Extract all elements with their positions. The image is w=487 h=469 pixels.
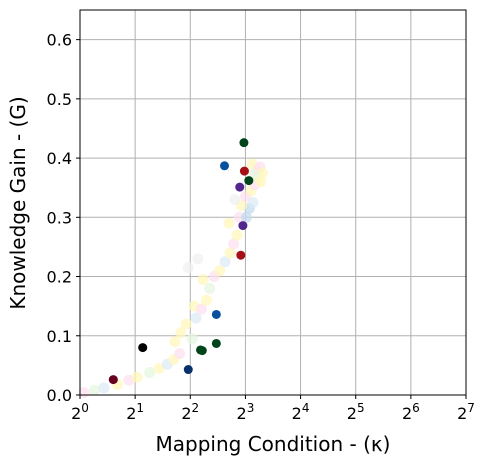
y-axis-label: Knowledge Gain - (G) bbox=[6, 96, 30, 309]
background-point bbox=[144, 366, 156, 378]
x-tick-base: 2 bbox=[237, 404, 247, 423]
background-point bbox=[255, 176, 267, 188]
y-tick-label: 0.5 bbox=[47, 90, 72, 109]
background-point bbox=[219, 256, 231, 268]
data-point bbox=[197, 346, 207, 356]
y-tick-label: 0.4 bbox=[47, 149, 72, 168]
x-tick-label: 20 bbox=[71, 401, 89, 423]
x-tick-base: 2 bbox=[71, 404, 81, 423]
data-points bbox=[108, 138, 254, 385]
x-tick-base: 2 bbox=[292, 404, 302, 423]
x-tick-label: 22 bbox=[181, 401, 199, 423]
data-point bbox=[220, 161, 230, 171]
background-point bbox=[98, 382, 110, 394]
x-tick-label: 23 bbox=[237, 401, 255, 423]
data-point bbox=[211, 309, 221, 319]
background-point bbox=[240, 211, 252, 223]
y-tick-label: 0.2 bbox=[47, 268, 72, 287]
x-tick-base: 2 bbox=[126, 404, 136, 423]
data-point bbox=[239, 138, 249, 148]
x-tick-base: 2 bbox=[181, 404, 191, 423]
x-axis-ticks: 20 21 22 23 24 25 26 27 bbox=[71, 395, 475, 423]
background-point bbox=[190, 312, 202, 324]
data-point bbox=[108, 375, 118, 385]
background-point bbox=[153, 362, 165, 374]
background-point bbox=[192, 253, 204, 265]
x-tick-exponent: 5 bbox=[357, 401, 365, 415]
background-point bbox=[174, 348, 186, 360]
background-point bbox=[256, 167, 268, 179]
data-point bbox=[138, 343, 148, 353]
y-tick-label: 0.0 bbox=[47, 386, 72, 405]
background-point bbox=[228, 238, 240, 250]
data-point bbox=[211, 338, 221, 348]
background-point bbox=[89, 384, 101, 396]
background-point bbox=[223, 217, 235, 229]
x-tick-label: 26 bbox=[402, 401, 420, 423]
data-point bbox=[239, 166, 249, 176]
y-tick-label: 0.1 bbox=[47, 327, 72, 346]
x-tick-label: 27 bbox=[457, 401, 475, 423]
x-axis-label: Mapping Condition - (κ) bbox=[156, 432, 391, 456]
background-point bbox=[229, 194, 241, 206]
background-point bbox=[200, 294, 212, 306]
x-tick-label: 24 bbox=[292, 401, 310, 423]
background-point bbox=[195, 303, 207, 315]
x-tick-base: 2 bbox=[457, 404, 467, 423]
x-tick-exponent: 3 bbox=[247, 401, 255, 415]
background-point bbox=[186, 333, 198, 345]
grid-lines bbox=[79, 10, 467, 396]
plot-frame bbox=[79, 9, 467, 396]
x-tick-exponent: 0 bbox=[81, 401, 89, 415]
x-tick-exponent: 7 bbox=[467, 401, 475, 415]
data-point bbox=[183, 365, 193, 375]
background-point bbox=[175, 327, 187, 339]
x-tick-label: 21 bbox=[126, 401, 144, 423]
data-point bbox=[238, 221, 248, 231]
x-tick-base: 2 bbox=[347, 404, 357, 423]
x-tick-base: 2 bbox=[402, 404, 412, 423]
data-point bbox=[236, 250, 246, 260]
background-point bbox=[204, 282, 216, 294]
background-point bbox=[214, 265, 226, 277]
y-axis-ticks: 0.0 0.1 0.2 0.3 0.4 0.5 0.6 bbox=[47, 31, 80, 405]
plot-background bbox=[80, 10, 466, 395]
background-point bbox=[131, 371, 143, 383]
data-point bbox=[244, 176, 254, 186]
y-tick-label: 0.3 bbox=[47, 208, 72, 227]
x-tick-label: 25 bbox=[347, 401, 365, 423]
x-tick-exponent: 1 bbox=[136, 401, 144, 415]
x-tick-exponent: 4 bbox=[302, 401, 310, 415]
background-point bbox=[231, 229, 243, 241]
background-point bbox=[180, 318, 192, 330]
y-tick-label: 0.6 bbox=[47, 31, 72, 50]
data-point bbox=[235, 182, 245, 192]
x-tick-exponent: 6 bbox=[412, 401, 420, 415]
background-point bbox=[169, 336, 181, 348]
background-point bbox=[224, 247, 236, 259]
background-point bbox=[247, 197, 259, 208]
background-point bbox=[182, 262, 194, 274]
background-point bbox=[197, 274, 209, 285]
x-tick-exponent: 2 bbox=[192, 401, 200, 415]
background-points bbox=[78, 158, 268, 399]
